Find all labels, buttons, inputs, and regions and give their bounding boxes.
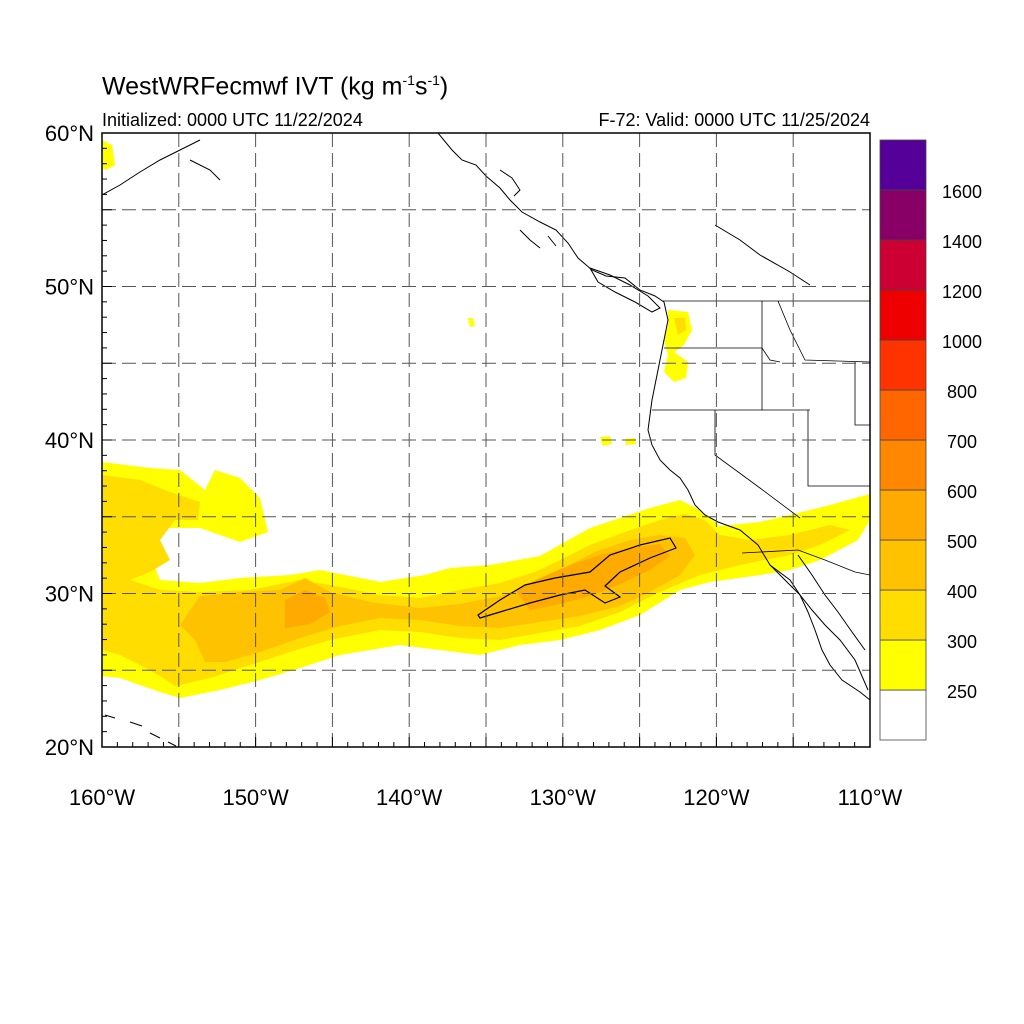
ivt-band-400 — [180, 535, 695, 662]
coastline-alaska — [437, 133, 665, 303]
ivt-band-500 — [285, 544, 670, 628]
lon-label: 150°W — [222, 785, 289, 810]
colorbar-label: 500 — [947, 532, 977, 552]
lat-label: 20°N — [45, 735, 94, 760]
border-us-mexico — [741, 549, 870, 576]
lat-label: 40°N — [45, 428, 94, 453]
ivt-patch-offshore1 — [468, 318, 475, 327]
colorbar-label: 400 — [947, 582, 977, 602]
lat-label: 30°N — [45, 582, 94, 607]
colorbar-swatch — [879, 339, 927, 391]
border-wa-or — [664, 347, 781, 363]
colorbar-label: 600 — [947, 482, 977, 502]
colorbar-label: 250 — [947, 682, 977, 702]
colorbar-swatch — [879, 589, 927, 641]
colorbar-swatch — [879, 189, 927, 241]
coastline-hawaii — [104, 714, 177, 747]
lon-label: 130°W — [530, 785, 597, 810]
colorbar-swatch — [879, 239, 927, 291]
colorbar-swatch — [879, 139, 927, 191]
colorbar-swatch — [879, 389, 927, 441]
colorbar-label: 1600 — [942, 182, 982, 202]
lon-labels: 160°W 150°W 140°W 130°W 120°W 110°W — [69, 785, 903, 810]
ivt-patch-offshore3 — [625, 438, 636, 445]
initialized-time: Initialized: 0000 UTC 11/22/2024 — [102, 110, 363, 130]
colorbar-swatch — [879, 489, 927, 541]
coastline-siberia — [102, 139, 221, 196]
border-mt — [777, 300, 870, 363]
ivt-patch-nw — [102, 140, 115, 170]
colorbar-swatch — [879, 539, 927, 591]
ivt-core-contour — [477, 537, 677, 619]
lon-label: 140°W — [376, 785, 443, 810]
coastline-gulf-california — [797, 554, 866, 651]
axis-ticks — [101, 132, 871, 748]
border-ca-nv — [714, 410, 801, 519]
colorbar-swatch — [879, 439, 927, 491]
coastline-vancouver — [588, 267, 661, 313]
coastlines — [102, 133, 870, 747]
lat-label: 60°N — [45, 121, 94, 146]
colorbar-label: 300 — [947, 632, 977, 652]
coastline-greatlakes — [714, 224, 811, 286]
lon-label: 110°W — [838, 785, 903, 810]
coastline-baja — [769, 564, 870, 701]
colorbar-label: 1200 — [942, 282, 982, 302]
valid-time: F-72: Valid: 0000 UTC 11/25/2024 — [598, 110, 871, 130]
lon-label: 160°W — [69, 785, 136, 810]
ivt-patch-oregon-core — [674, 318, 686, 335]
colorbar-swatch — [879, 689, 927, 741]
lat-labels: 60°N 50°N 40°N 30°N 20°N — [45, 121, 94, 760]
coastline-west — [647, 301, 869, 691]
border-az-nm — [854, 362, 870, 426]
border-nv-ut — [807, 410, 870, 487]
graticule — [102, 133, 870, 747]
coastline-alaska-islands — [499, 169, 557, 249]
colorbar-label: 1400 — [942, 232, 982, 252]
colorbar-label: 700 — [947, 432, 977, 452]
colorbar-label: 800 — [947, 382, 977, 402]
lon-label: 120°W — [683, 785, 750, 810]
colorbar: 250 300 400 500 600 700 800 1000 1200 1400 1600 — [879, 139, 982, 741]
lat-label: 50°N — [45, 275, 94, 300]
political-borders — [652, 300, 870, 576]
colorbar-label: 1000 — [942, 332, 982, 352]
colorbar-swatch — [879, 639, 927, 691]
map-title: WestWRFecmwf IVT (kg m-1s-1) — [102, 72, 449, 101]
ivt-patch-offshore2 — [600, 436, 612, 446]
colorbar-swatch — [879, 289, 927, 341]
